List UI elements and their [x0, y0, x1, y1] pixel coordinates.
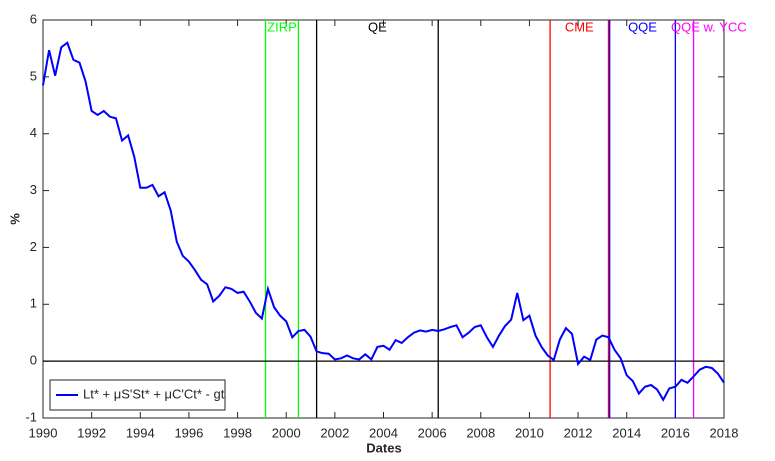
data-line	[42, 41, 725, 402]
x-tick-label: 2002	[320, 425, 349, 440]
x-tick-label: 2010	[515, 425, 544, 440]
x-tick-label: 1994	[126, 425, 155, 440]
x-tick-label: 1998	[223, 425, 252, 440]
event-label: QQE w. YCC	[671, 19, 747, 34]
y-tick-label: 1	[30, 296, 37, 311]
legend-label: Lt* + μS'St* + μC'Ct* - gt	[83, 386, 225, 401]
x-tick-label: 2012	[564, 425, 593, 440]
x-tick-label: 1992	[77, 425, 106, 440]
y-tick-label: 4	[30, 125, 37, 140]
legend: Lt* + μS'St* + μC'Ct* - gt	[49, 379, 226, 411]
event-label: QE	[368, 19, 387, 34]
x-tick-label: 2016	[661, 425, 690, 440]
y-tick-label: 2	[30, 239, 37, 254]
plot-area	[42, 19, 725, 419]
x-tick-label: 2008	[466, 425, 495, 440]
x-tick-label: 2006	[418, 425, 447, 440]
event-label: CME	[565, 19, 594, 34]
event-label: ZIRP	[267, 19, 297, 34]
event-label: QQE	[628, 19, 657, 34]
y-tick-label: 6	[30, 11, 37, 26]
y-axis-label: %	[7, 213, 22, 225]
y-tick-label: -1	[25, 409, 37, 424]
y-tick-label: 0	[30, 353, 37, 368]
x-tick-label: 2004	[369, 425, 398, 440]
x-axis-label: Dates	[366, 440, 401, 455]
legend-box	[49, 379, 226, 411]
x-tick-label: 1996	[174, 425, 203, 440]
y-tick-label: 3	[30, 182, 37, 197]
x-tick-label: 2014	[612, 425, 641, 440]
x-tick-label: 2000	[272, 425, 301, 440]
x-tick-label: 2018	[710, 425, 739, 440]
y-tick-label: 5	[30, 68, 37, 83]
x-tick-label: 1990	[29, 425, 58, 440]
